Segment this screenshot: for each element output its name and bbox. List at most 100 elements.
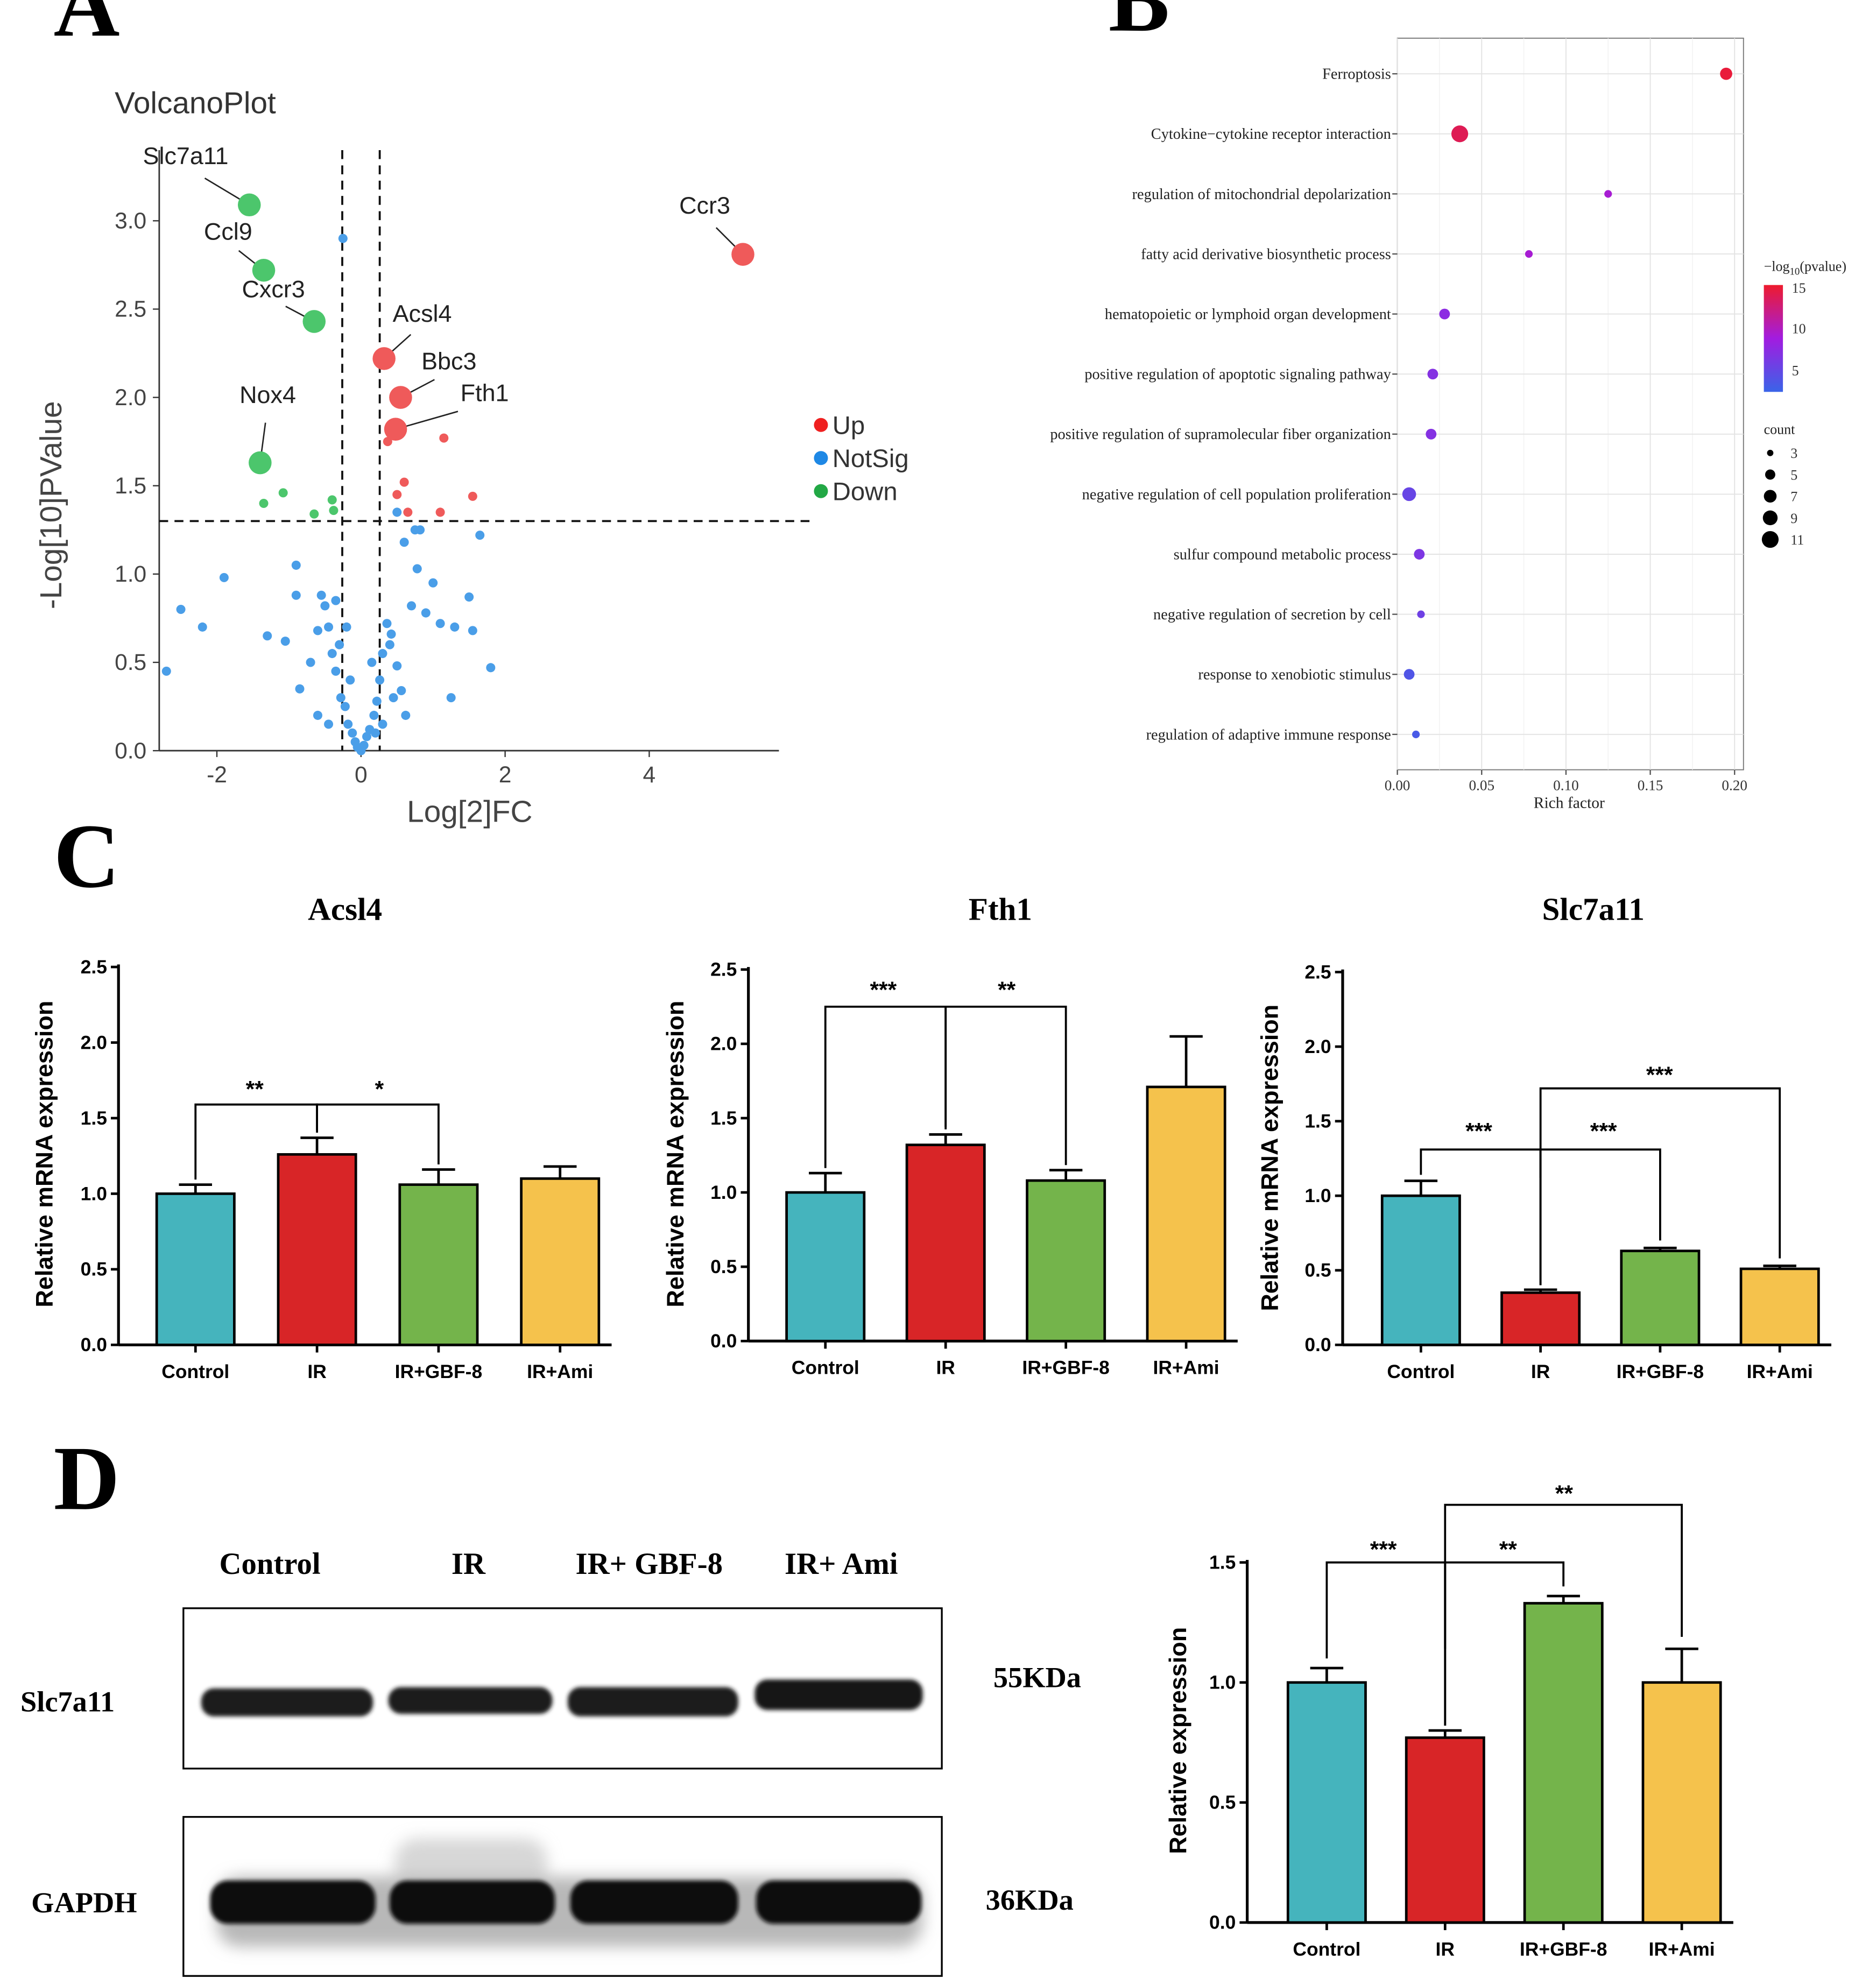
enrichment-term-label: regulation of adaptive immune response [1146,726,1391,743]
barFth1-bar [1026,1179,1106,1343]
volcano-point-labeled [302,310,326,333]
barWestern-bar [1405,1736,1485,1924]
volcano-point-down [329,506,338,515]
sig-western-ir-gbf: ** [1499,1537,1518,1563]
barSlc-sig-bracket [1539,1087,1781,1259]
kda-55: 55KDa [993,1661,1081,1693]
volcano-point-notsig [320,601,330,611]
volcano-gene-label: Fth1 [461,379,509,407]
volcano-point-notsig [316,590,326,600]
volcano-point-notsig [348,728,357,738]
enrichment-term-label: negative regulation of secretion by cell [1153,606,1391,623]
lane-label-ir: IR [452,1547,486,1581]
volcano-point-labeled [372,347,396,370]
volcano-point-notsig [313,626,322,635]
blot-gapdh [182,1816,943,1977]
volcano-point-up [439,433,449,443]
barSlc-bar [1739,1267,1820,1346]
volcano-y-tick-label: 1.0 [115,561,146,587]
count-swatch-9 [1762,510,1778,526]
volcano-title: VolcanoPlot [115,86,276,120]
volcano-point-notsig [295,684,305,694]
sig-western-ir-ami: ** [1555,1481,1574,1507]
legend-up-swatch [814,418,828,432]
band-gapdh-control [210,1880,376,1924]
panel-label-c: C [54,805,120,907]
count-swatch-7 [1764,490,1777,503]
barAcsl4-x-tick-label: IR [307,1361,326,1382]
volcano-y-tick-label: 2.0 [115,385,146,411]
enrichment-x-tick-label: 0.05 [1469,777,1494,793]
legend-down-swatch [814,484,828,498]
barWestern-x-tick-label: Control [1293,1938,1360,1960]
volcano-point-notsig [327,649,337,659]
volcano-point-notsig [340,702,350,711]
enrichment-dot [1426,428,1437,440]
barAcsl4-bar [155,1192,236,1346]
volcano-point-notsig [385,640,394,649]
band-gapdh-ir-ami [756,1880,922,1924]
panel-label-b: B [1109,0,1170,51]
volcano-point-up [392,490,402,499]
barWestern-y-tick-label: 1.0 [1209,1672,1236,1693]
volcano-point-notsig [392,507,402,517]
enrichment-dot [1720,67,1732,80]
volcano-point-labeled [249,451,272,475]
barFth1-x-tick-label: IR+GBF-8 [1022,1357,1110,1379]
volcano-point-notsig [280,637,290,646]
volcano-x-tick-label: 4 [643,762,656,788]
volcano-x-label: Log[2]FC [407,795,532,829]
enrichment-dot [1417,610,1425,618]
volcano-point-down [327,495,337,505]
blot-slc7a11 [182,1607,943,1770]
volcano-point-notsig [338,234,348,243]
barSlc-y-tick-label: 1.0 [1304,1185,1331,1206]
enrichment-dot [1404,669,1415,680]
barFth1-x-tick-label: Control [792,1357,859,1379]
barSlc-bar [1620,1249,1701,1346]
volcano-point-up [399,477,409,487]
sig-fth1-ir-gbf: ** [998,977,1016,1003]
volcano-point-notsig [336,693,345,703]
volcano-y-tick-label: 0.0 [115,738,146,764]
mrna-title-slc7a11: Slc7a11 [1542,892,1645,927]
enrichment-x-tick-label: 0.10 [1553,777,1579,793]
barFth1-bar [785,1191,866,1343]
lane-label-ir-gbf: IR+ GBF-8 [576,1547,723,1581]
pvalue-tick-15: 15 [1792,280,1806,296]
volcano-point-labeled [731,243,754,266]
bar-chart-fth1: 0.0 0.5 1.0 1.5 2.0 2.5 Control IR IR+GBF-8 IR+Am… [710,959,1238,1379]
count-legend-title: count [1764,421,1796,437]
volcano-point-notsig [324,622,334,632]
sig-western: ** *** ** [1370,1481,1574,1563]
band-slc7a11-ir-ami [754,1679,923,1710]
barAcsl4-bar [520,1177,601,1346]
volcano-point-notsig [468,626,477,635]
volcano-point-notsig [389,693,398,703]
enrichment-x-tick-label: 0.15 [1638,777,1663,793]
panel-a: A VolcanoPlot -2 0 2 4 0.0 0.5 1.0 1.5 2.0 2.5 3.0… [34,0,909,829]
sig-western-control-ir: *** [1370,1537,1397,1563]
pvalue-legend-title: −log10(pvalue) [1764,259,1846,278]
barWestern-sig-bracket [1444,1561,1565,1726]
pvalue-colorbar [1764,285,1783,392]
barFth1-bar [1146,1085,1226,1343]
enrichment-dot [1451,125,1469,143]
barAcsl4-y-tick-label: 0.0 [81,1334,107,1355]
volcano-y-tick-label: 0.5 [115,649,146,675]
volcano-y-label: -Log[10]PValue [34,401,68,609]
barFth1-y-tick-label: 0.5 [710,1256,737,1277]
barFth1-bar [905,1143,986,1343]
barWestern-y-tick-label: 0.5 [1209,1792,1236,1813]
volcano-point-labeled [389,386,412,409]
barFth1-y-tick-label: 2.5 [710,959,737,980]
sig-slc7a11-ir-gbf: *** [1590,1118,1617,1144]
barFth1-y-tick-label: 1.5 [710,1107,737,1129]
barAcsl4-bar [277,1153,357,1346]
volcano-point-notsig [375,675,385,685]
volcano-gene-label: Bbc3 [421,348,476,375]
volcano-point-notsig [392,661,402,671]
volcano-point-notsig [464,592,474,602]
volcano-point-notsig [331,666,341,676]
